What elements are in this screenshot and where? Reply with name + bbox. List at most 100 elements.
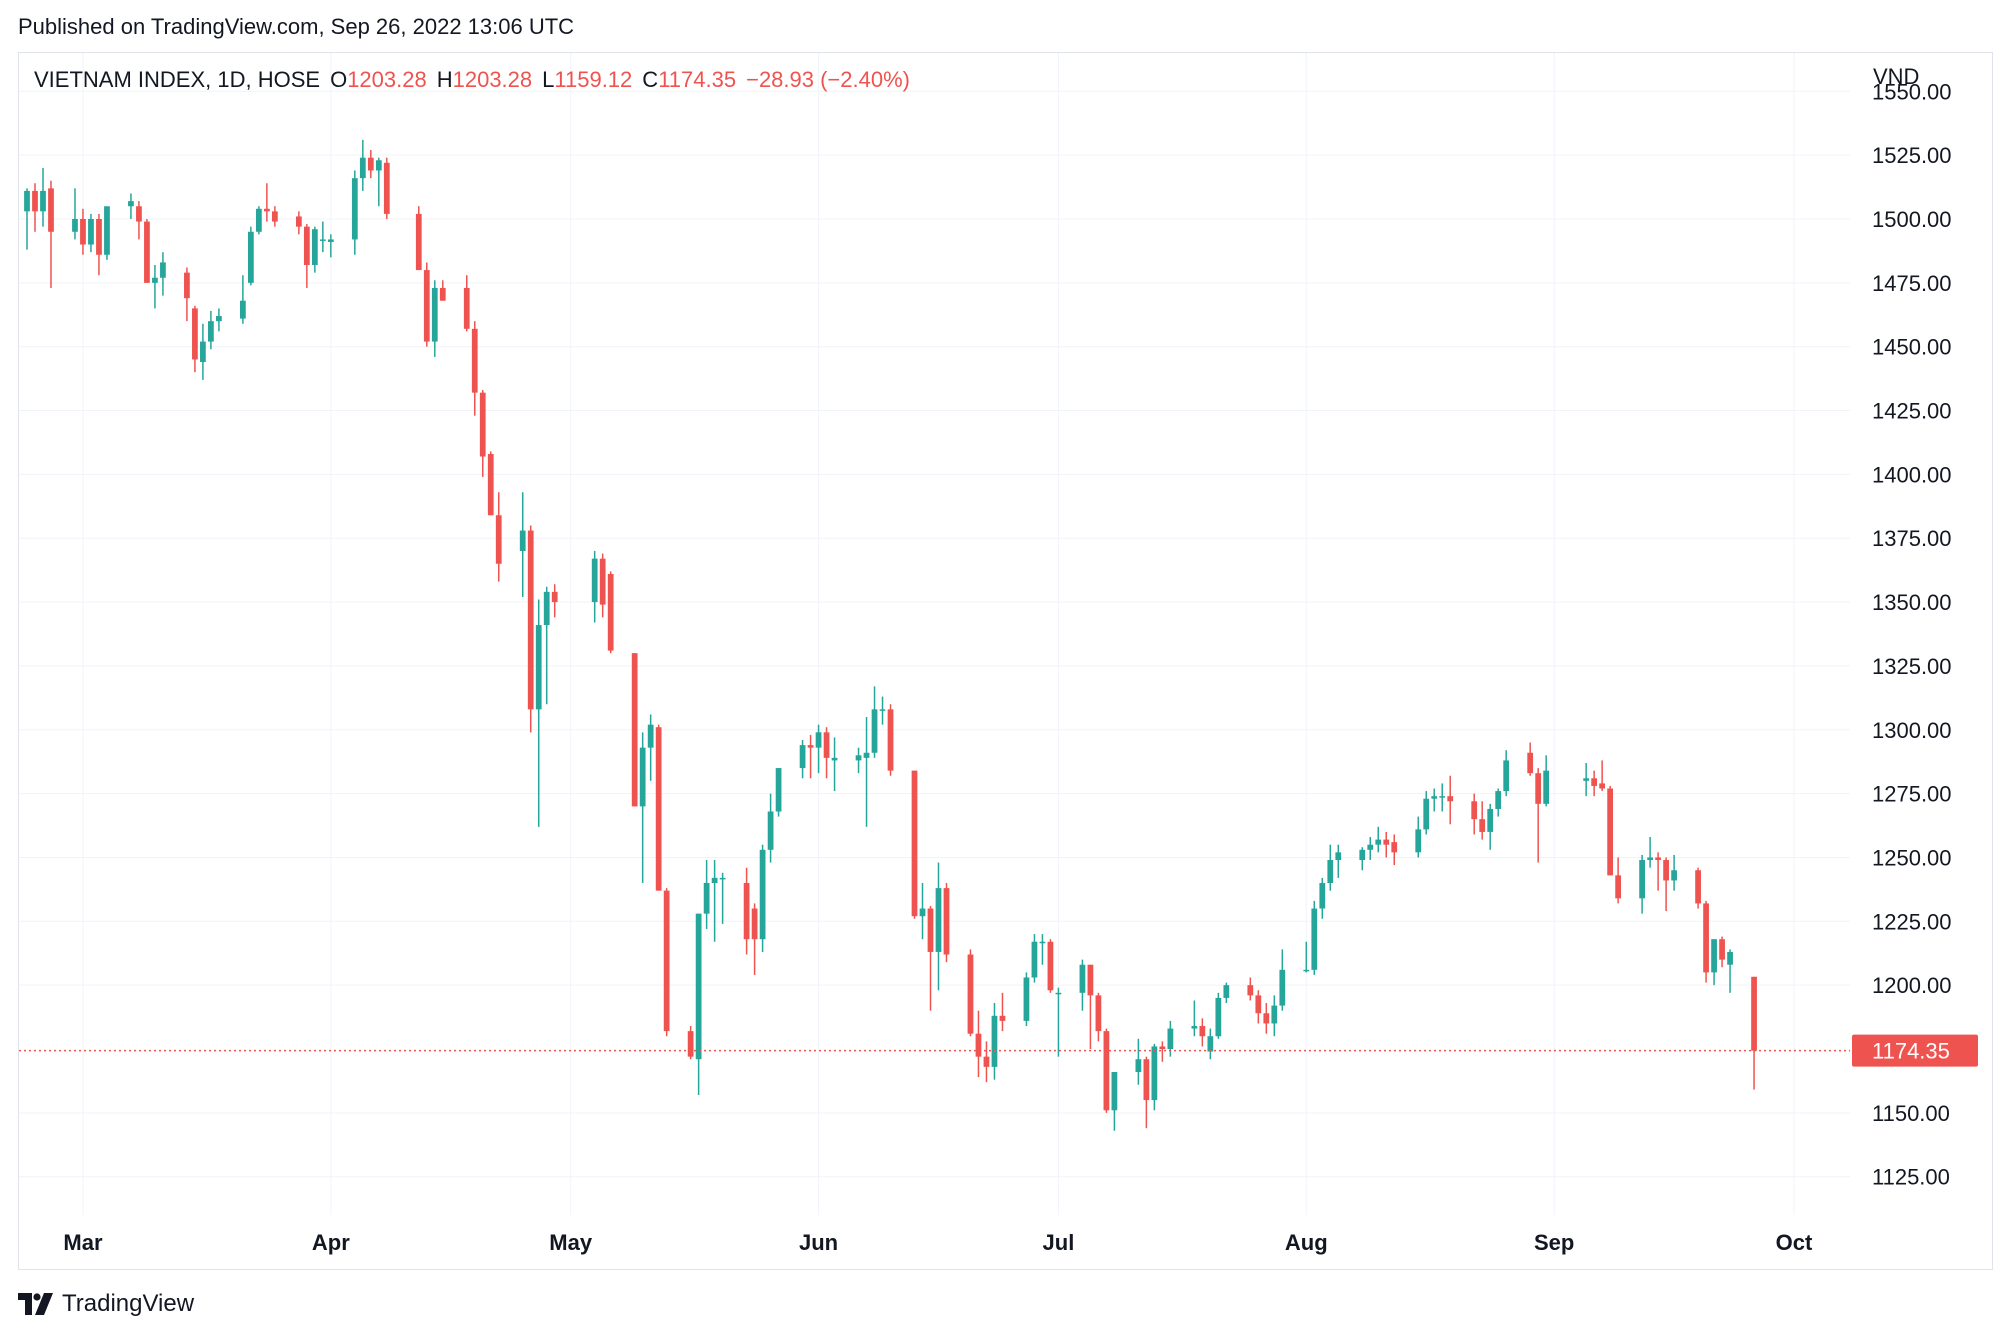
candle [1607,785,1614,876]
candle-body [1703,903,1709,973]
candle-body [1303,969,1310,972]
candle-body [991,1015,998,1067]
candle-body [551,591,558,603]
price-tick-label: 1275.00 [1872,782,1952,807]
candle-body [855,755,862,761]
candle-body [1727,951,1733,965]
candle [1039,934,1046,965]
candle [1279,949,1286,1011]
candle-body [967,954,974,1034]
candle-body [1591,778,1598,786]
price-tick-label: 1375.00 [1872,526,1952,551]
candle [1143,1056,1150,1129]
candle [495,492,502,582]
candle [1079,959,1086,1011]
candle [1543,755,1550,807]
candle-body [815,732,822,748]
candle-body [1447,796,1454,802]
candle-body [295,216,302,227]
candles [24,139,1757,1131]
grid-lines [19,53,1850,1215]
candle-body [1479,819,1486,832]
candle [104,206,110,260]
candle-body [1223,985,1230,998]
candle [759,844,766,952]
candle-body [663,890,670,1032]
candle-body [271,211,278,222]
candle-body [775,768,782,812]
candle [927,905,934,1011]
candle-body [247,231,254,283]
candle-body [927,908,934,952]
price-tick-label: 1550.00 [1872,79,1952,104]
time-tick-label-jun: Jun [799,1230,838,1255]
low-value: 1159.12 [554,67,633,92]
candle [96,213,102,276]
candle-body [1327,860,1334,883]
candle-body [359,157,366,179]
candle [815,724,822,774]
candle [1671,854,1677,891]
candle [911,770,918,919]
candle-body [1055,992,1062,995]
time-axis[interactable]: Mar Apr May Jun Jul Aug Sep Oct [63,1230,1813,1255]
change-value: −28.93 (−2.40%) [746,67,910,92]
candle-body [863,752,870,758]
candle [1439,783,1446,812]
candle-body [1167,1028,1174,1049]
candle-body [1415,829,1422,853]
candle-body [655,727,662,891]
tradingview-brand[interactable]: TradingView [18,1290,194,1318]
high-value: 1203.28 [452,67,533,92]
candle [519,492,526,597]
time-tick-label-sep: Sep [1534,1230,1574,1255]
candle [1215,992,1222,1039]
candle-body [535,625,542,710]
candle [631,653,638,807]
candle [999,992,1006,1032]
candle-body [751,908,758,940]
candle-body [431,287,438,342]
candle [1271,995,1278,1037]
candle [80,208,86,255]
candle [1447,775,1454,825]
candle-body [1279,969,1286,1006]
candle [423,262,430,347]
candle-body [1103,1031,1110,1111]
candle-body [631,653,638,807]
candle [751,903,758,975]
candle-body [1431,796,1438,799]
candle-body [887,709,894,771]
price-axis[interactable]: 1550.00 1525.00 1500.00 1475.00 1450.00 1425.… [1872,79,1952,1189]
candle [1111,1071,1118,1131]
candle-body [1255,995,1262,1014]
candle-body [1439,796,1446,798]
candle-body [1583,778,1590,781]
candle [543,586,550,705]
candle-body [1191,1026,1198,1029]
candle [527,525,534,733]
candle-body [144,221,150,283]
last-price-badge-label: 1174.35 [1872,1039,1950,1064]
candle [703,860,710,929]
candle [799,739,806,779]
candle-body [1543,770,1550,804]
candle [295,211,302,235]
candle [32,183,38,232]
candle [319,221,326,253]
candle-body [463,287,470,329]
candle [208,310,214,350]
candle [599,553,606,618]
open-value: 1203.28 [347,67,427,92]
candle [1095,992,1102,1042]
candle [655,724,662,891]
symbol-name[interactable]: VIETNAM INDEX, 1D, HOSE [34,67,321,92]
candle [1471,793,1478,835]
time-tick-label-may: May [549,1230,593,1255]
candle-body [32,190,38,212]
candle-body [1639,860,1645,899]
candle [719,872,726,924]
candle-body [1615,875,1622,899]
chart-frame[interactable] [18,52,1993,1270]
